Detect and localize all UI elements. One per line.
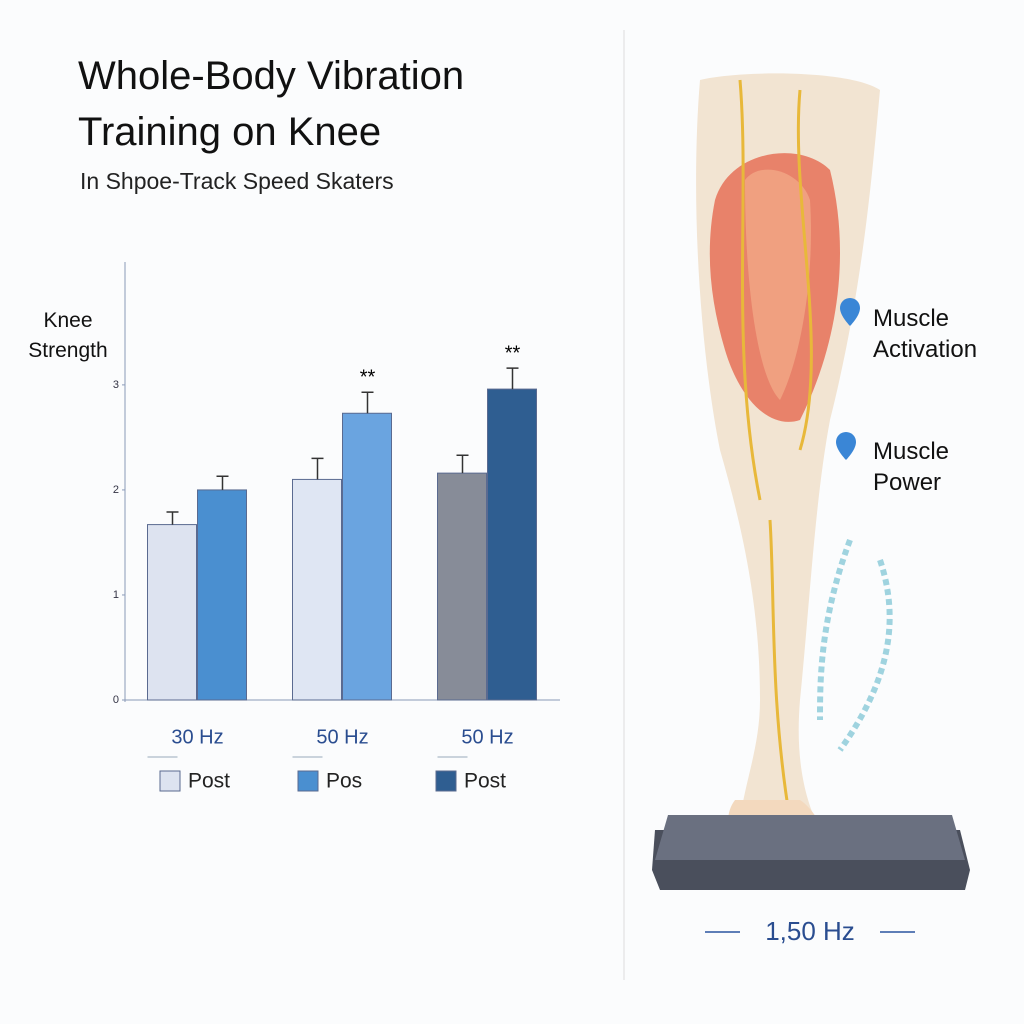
y-axis-label: Knee Strength bbox=[28, 309, 108, 362]
x-tick-label: 50 Hz bbox=[461, 726, 513, 748]
y-tick-label: 2 bbox=[113, 484, 119, 496]
significance-label: ** bbox=[505, 342, 521, 364]
bar bbox=[292, 478, 342, 701]
x-tick-label: 30 Hz bbox=[171, 726, 223, 748]
title: Whole-Body Vibration Training on Knee bbox=[78, 54, 465, 154]
y-tick-label: 0 bbox=[113, 694, 119, 706]
bar bbox=[437, 472, 487, 701]
error-bar bbox=[166, 511, 179, 525]
legend-label: Pos bbox=[326, 770, 362, 793]
legend-swatch bbox=[159, 770, 181, 792]
error-bar bbox=[216, 475, 229, 490]
legend-swatch bbox=[435, 770, 457, 792]
significance-label: ** bbox=[360, 367, 376, 389]
y-tick-label: 1 bbox=[113, 589, 119, 601]
x-tick-label: 50 Hz bbox=[316, 726, 368, 748]
subtitle: In Shpoe-Track Speed Skaters bbox=[80, 168, 394, 194]
callout-label: Muscle Power bbox=[873, 438, 950, 496]
error-bar bbox=[361, 391, 374, 414]
frequency-label: 1,50 Hz bbox=[765, 916, 855, 946]
bar bbox=[147, 524, 197, 701]
bar bbox=[487, 388, 537, 701]
legend-swatch bbox=[297, 770, 319, 792]
bar bbox=[342, 412, 392, 701]
y-tick-label: 3 bbox=[113, 379, 119, 391]
error-bar bbox=[506, 367, 519, 390]
callout-label: Muscle Activation bbox=[873, 305, 978, 363]
legend-label: Post bbox=[188, 770, 230, 793]
bar bbox=[197, 489, 247, 701]
error-bar bbox=[456, 454, 469, 474]
error-bar bbox=[311, 457, 324, 480]
leg-illustration bbox=[652, 73, 970, 933]
legend-label: Post bbox=[464, 770, 506, 793]
